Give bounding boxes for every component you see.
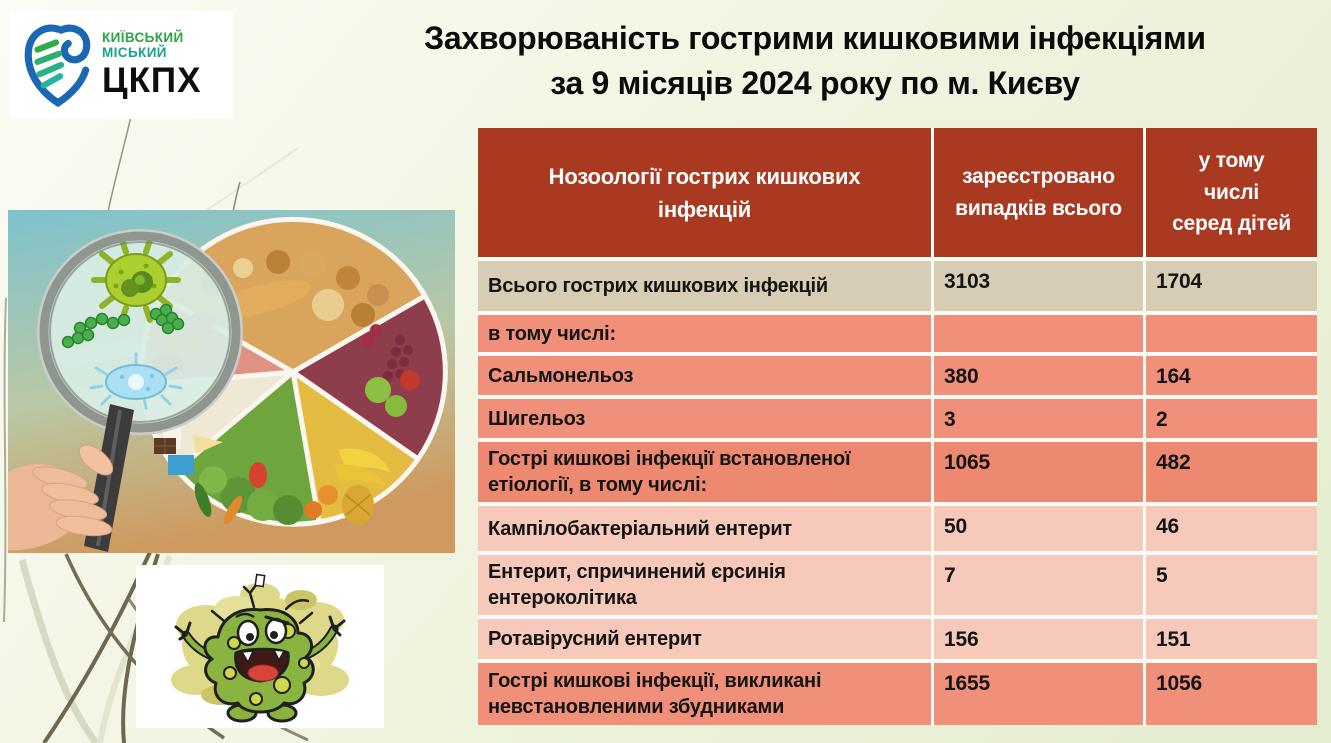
table-row-total: 1065: [934, 442, 1143, 502]
table-row-children: 46: [1146, 506, 1317, 551]
microbe-cartoon-illustration: [136, 565, 384, 728]
table-row-children: 5: [1146, 555, 1317, 615]
table-row-total: 7: [934, 555, 1143, 615]
page-title-line1: Захворюваність гострими кишковими інфекц…: [424, 20, 1206, 56]
page-title: Захворюваність гострими кишковими інфекц…: [345, 16, 1285, 107]
table-row-label: Гострі кишкові інфекції встановленої еті…: [478, 442, 931, 502]
table-row-total: 50: [934, 506, 1143, 551]
table-row-children: 2: [1146, 399, 1317, 438]
table-row-total: 1655: [934, 663, 1143, 725]
food-magnifier-photo: [8, 210, 455, 553]
table-row-label: Всього гострих кишкових інфекцій: [478, 261, 931, 311]
table-row-label: Шигельоз: [478, 399, 931, 438]
table-row-children: 482: [1146, 442, 1317, 502]
table-row-label: Сальмонельоз: [478, 356, 931, 395]
table-row-total: 156: [934, 619, 1143, 659]
food-magnifier-illustration: [8, 210, 455, 553]
table-row-total: 3: [934, 399, 1143, 438]
logo-org-line2: МІСЬКИЙ: [102, 44, 167, 60]
table-row-label: Гострі кишкові інфекції, викликані невст…: [478, 663, 931, 725]
logo-org-abbr: ЦКПХ: [102, 61, 202, 101]
table-row-children: 1704: [1146, 261, 1317, 311]
table-header-nosology: Нозоології гострих кишкових інфекцій: [478, 128, 931, 257]
infection-table: Нозоології гострих кишкових інфекцій зар…: [478, 128, 1317, 725]
table-row-total: [934, 315, 1143, 352]
table-row-label: Ентерит, спричинений єрсинія ентероколіт…: [478, 555, 931, 615]
table-row-label: в тому числі:: [478, 315, 931, 352]
table-row-label: Кампілобактеріальний ентерит: [478, 506, 931, 551]
table-header-registered-total: зареєстровано випадків всього: [934, 128, 1143, 257]
logo-org-line1: КИЇВСЬКИЙ: [102, 29, 184, 45]
table-row-total: 3103: [934, 261, 1143, 311]
ckph-heart-shield-icon: [24, 24, 91, 108]
table-header-among-children: у тому числі серед дітей: [1146, 128, 1317, 257]
table-row-label: Ротавірусний ентерит: [478, 619, 931, 659]
page-title-line2: за 9 місяців 2024 року по м. Києву: [550, 65, 1080, 102]
logo-card: КИЇВСЬКИЙ МІСЬКИЙ ЦКПХ: [10, 11, 233, 119]
table-row-children: [1146, 315, 1317, 352]
table-row-children: 164: [1146, 356, 1317, 395]
table-row-children: 1056: [1146, 663, 1317, 725]
table-row-total: 380: [934, 356, 1143, 395]
microbe-cartoon-box: [136, 565, 384, 728]
table-row-children: 151: [1146, 619, 1317, 659]
